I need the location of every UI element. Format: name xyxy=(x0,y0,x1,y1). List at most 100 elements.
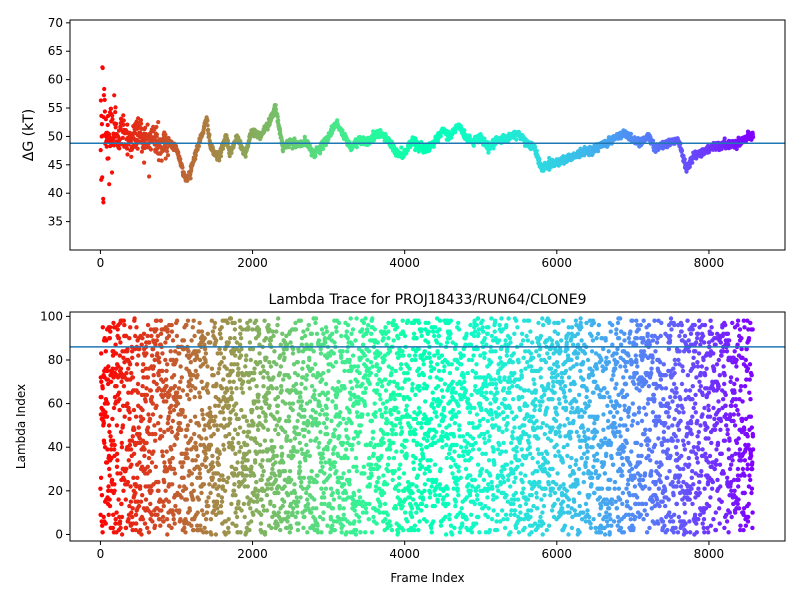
data-point xyxy=(386,455,392,461)
data-point xyxy=(168,349,173,354)
data-point xyxy=(324,416,330,422)
data-point xyxy=(332,464,337,469)
data-point xyxy=(320,464,325,469)
data-point xyxy=(213,532,219,537)
data-point xyxy=(177,351,182,356)
data-point xyxy=(281,351,286,356)
data-point xyxy=(337,506,342,511)
data-point xyxy=(264,508,270,513)
data-point xyxy=(261,425,266,430)
data-point xyxy=(204,510,210,515)
data-point xyxy=(249,519,254,524)
data-point xyxy=(153,464,158,469)
data-point xyxy=(206,127,211,132)
data-point xyxy=(234,340,240,345)
data-point xyxy=(751,135,756,140)
data-point xyxy=(347,410,352,415)
data-point xyxy=(256,392,261,398)
data-point xyxy=(197,357,203,363)
data-point xyxy=(237,342,243,347)
data-point xyxy=(294,503,300,509)
data-point xyxy=(188,377,194,382)
data-point xyxy=(281,377,286,382)
data-point xyxy=(105,377,111,382)
data-point xyxy=(189,523,194,528)
data-point xyxy=(138,484,143,489)
data-point xyxy=(108,434,113,439)
data-point xyxy=(139,464,145,469)
data-point xyxy=(122,477,127,483)
data-point xyxy=(121,118,126,123)
data-point xyxy=(174,333,180,339)
data-point xyxy=(285,519,290,524)
data-point xyxy=(283,429,288,435)
data-point xyxy=(147,340,152,345)
data-point xyxy=(232,482,237,487)
data-point xyxy=(679,148,685,153)
data-point xyxy=(154,132,159,137)
data-point xyxy=(107,497,112,502)
data-point xyxy=(162,479,167,485)
data-point xyxy=(123,497,128,502)
data-point xyxy=(365,329,370,334)
data-point xyxy=(235,362,240,367)
data-point xyxy=(127,442,133,448)
data-point xyxy=(315,530,321,535)
data-point xyxy=(328,486,334,491)
data-point xyxy=(346,436,351,441)
data-point xyxy=(99,122,104,127)
data-point xyxy=(319,327,325,332)
data-point xyxy=(147,469,153,474)
data-point xyxy=(353,532,359,537)
data-point xyxy=(121,355,126,360)
data-point xyxy=(213,403,218,408)
data-point xyxy=(301,360,306,365)
data-point xyxy=(287,375,292,380)
data-point xyxy=(102,109,107,114)
data-point xyxy=(100,386,105,391)
data-point xyxy=(357,495,363,500)
data-point xyxy=(252,436,258,441)
data-point xyxy=(383,388,389,393)
data-point xyxy=(250,327,255,332)
data-point xyxy=(227,154,232,159)
data-point xyxy=(322,495,327,500)
data-point xyxy=(324,329,330,334)
data-point xyxy=(325,431,330,437)
data-point xyxy=(295,449,300,454)
data-point xyxy=(134,362,140,367)
data-point xyxy=(156,479,161,485)
data-point xyxy=(196,423,202,428)
data-point xyxy=(137,431,142,437)
data-point xyxy=(220,386,225,391)
data-point xyxy=(690,160,695,165)
data-point xyxy=(326,368,331,374)
lambda-panel: Lambda Trace for PROJ18433/RUN64/CLONE9 … xyxy=(14,292,786,585)
x-tick-label: 6000 xyxy=(542,256,573,270)
data-point xyxy=(283,401,288,406)
data-point xyxy=(245,442,250,448)
data-point xyxy=(321,331,326,336)
y-tick-label: 35 xyxy=(48,215,63,229)
data-point xyxy=(134,325,139,330)
data-point xyxy=(218,351,223,356)
data-point xyxy=(140,368,145,374)
data-point xyxy=(343,427,349,432)
data-point xyxy=(156,421,161,426)
data-point xyxy=(126,366,131,371)
data-point xyxy=(251,377,256,382)
data-point xyxy=(303,333,308,339)
data-point xyxy=(177,484,182,489)
data-point xyxy=(373,414,378,419)
data-point xyxy=(193,156,198,161)
data-point xyxy=(286,414,291,419)
data-point xyxy=(158,331,164,336)
data-point xyxy=(134,521,139,526)
y-tick-label: 60 xyxy=(48,73,63,87)
data-point xyxy=(274,453,279,459)
data-point xyxy=(195,453,200,459)
data-point xyxy=(109,477,115,483)
data-point xyxy=(301,434,307,439)
data-point xyxy=(275,394,281,400)
data-point xyxy=(247,340,253,345)
